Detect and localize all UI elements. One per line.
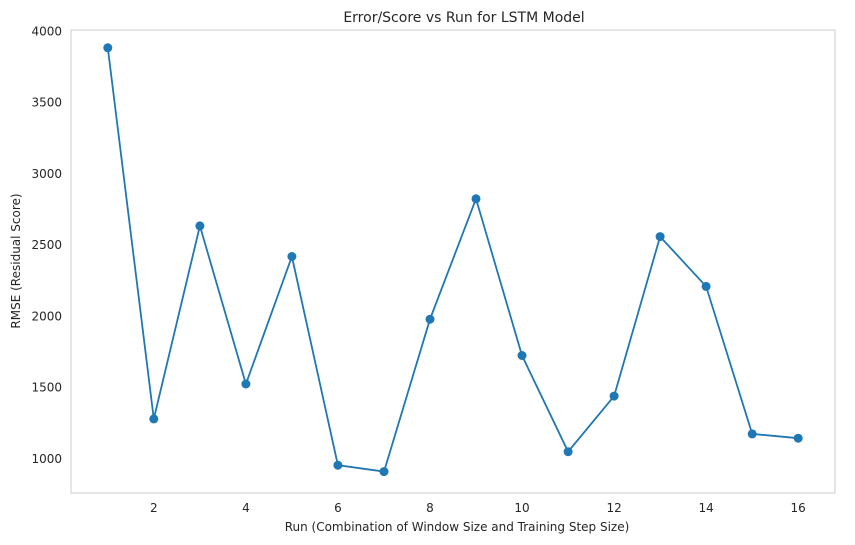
data-point — [517, 351, 527, 360]
data-point — [609, 391, 619, 401]
data-point — [701, 281, 711, 291]
x-axis-ticks: 2 4 6 8 10 12 14 16 — [150, 501, 806, 515]
y-axis-label: RMSE (Residual Score) — [9, 193, 23, 328]
x-tick-label: 6 — [334, 501, 342, 515]
data-point — [471, 194, 481, 204]
x-tick-label: 2 — [150, 501, 158, 515]
data-point — [655, 232, 665, 242]
data-point — [195, 221, 205, 231]
data-point — [333, 460, 343, 470]
y-axis-ticks: 1000 1500 2000 2500 3000 3500 4000 — [31, 24, 62, 465]
y-tick-label: 2500 — [31, 238, 62, 252]
y-tick-label: 2000 — [31, 309, 62, 323]
data-point — [287, 252, 297, 261]
data-point — [563, 447, 573, 457]
data-point — [793, 433, 803, 443]
x-tick-label: 12 — [606, 501, 621, 515]
y-tick-label: 4000 — [31, 24, 62, 38]
data-point — [103, 43, 113, 53]
data-point — [425, 314, 435, 324]
y-tick-label: 1500 — [31, 381, 62, 395]
x-tick-label: 16 — [791, 501, 806, 515]
x-axis-label: Run (Combination of Window Size and Trai… — [285, 520, 630, 534]
data-points — [103, 43, 803, 477]
data-point — [379, 467, 389, 477]
chart-title: Error/Score vs Run for LSTM Model — [343, 10, 584, 26]
y-tick-label: 3500 — [31, 96, 62, 110]
plot-frame — [70, 29, 836, 494]
data-point — [747, 429, 757, 439]
x-tick-label: 4 — [242, 501, 250, 515]
y-tick-label: 1000 — [31, 452, 62, 466]
x-tick-label: 14 — [698, 501, 713, 515]
x-tick-label: 10 — [514, 501, 529, 515]
y-tick-label: 3000 — [31, 167, 62, 181]
series-line — [106, 47, 799, 473]
x-tick-label: 8 — [426, 501, 434, 515]
data-point — [241, 379, 251, 389]
data-point — [149, 414, 159, 424]
